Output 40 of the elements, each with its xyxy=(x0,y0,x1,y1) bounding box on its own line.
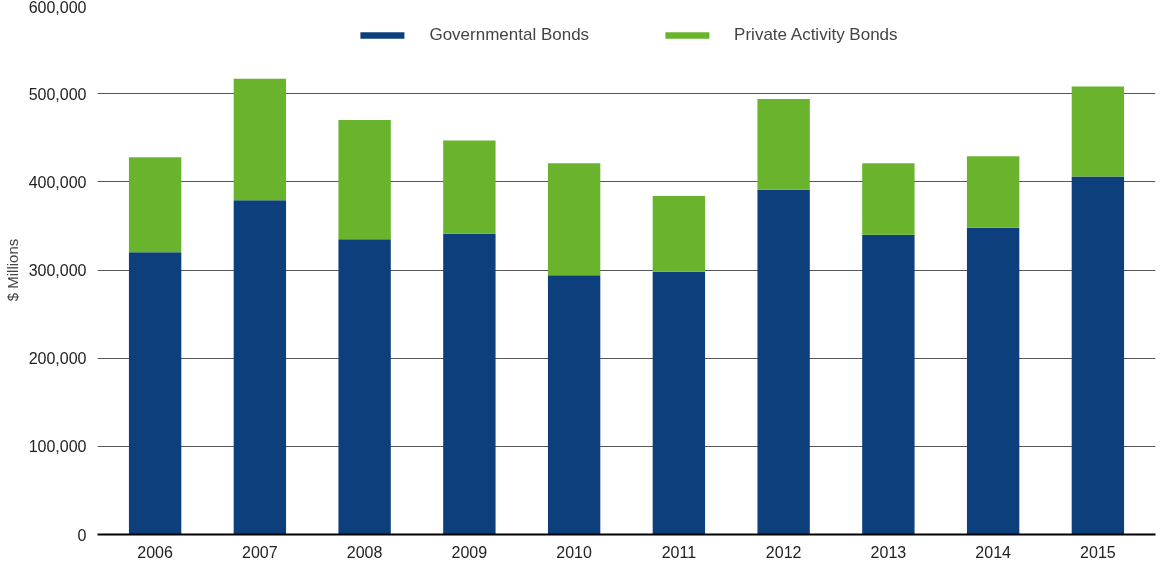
x-tick-label: 2008 xyxy=(346,543,383,561)
x-tick-label: 2007 xyxy=(242,543,278,561)
y-tick-label: 200,000 xyxy=(28,350,87,368)
bar xyxy=(652,195,706,272)
legend-label: Private Activity Bonds xyxy=(734,25,898,45)
x-tick-label: 2012 xyxy=(765,543,802,561)
y-tick-label: 600,000 xyxy=(28,0,87,16)
y-axis-title: $ Millions xyxy=(3,238,21,302)
bar xyxy=(233,200,287,535)
bar xyxy=(128,252,182,535)
bar xyxy=(233,78,287,201)
bar xyxy=(966,227,1020,535)
bar xyxy=(966,156,1020,228)
x-tick-label: 2014 xyxy=(975,543,1012,561)
bar xyxy=(862,234,915,535)
x-tick-label: 2006 xyxy=(137,543,174,561)
bar xyxy=(1071,86,1125,177)
x-tick-label: 2011 xyxy=(661,543,697,561)
bar xyxy=(757,98,810,190)
bar xyxy=(443,140,496,234)
bar xyxy=(757,189,810,535)
bar xyxy=(338,120,391,240)
bar xyxy=(443,233,496,535)
bar xyxy=(1071,176,1125,535)
bar xyxy=(128,157,182,253)
x-tick-label: 2009 xyxy=(451,543,488,561)
bar xyxy=(547,275,601,535)
legend-label: Governmental Bonds xyxy=(429,25,590,45)
bar xyxy=(547,163,601,276)
y-tick-label: 300,000 xyxy=(28,262,87,279)
bar xyxy=(338,239,391,535)
y-tick-label: 0 xyxy=(77,526,87,544)
x-tick-label: 2010 xyxy=(556,543,593,561)
x-tick-label: 2013 xyxy=(870,543,907,561)
y-tick-label: 400,000 xyxy=(28,173,87,191)
y-tick-label: 100,000 xyxy=(28,438,87,456)
x-tick-label: 2015 xyxy=(1080,543,1116,561)
bar xyxy=(652,271,706,535)
y-tick-label: 500,000 xyxy=(28,85,87,103)
bar xyxy=(862,163,915,235)
